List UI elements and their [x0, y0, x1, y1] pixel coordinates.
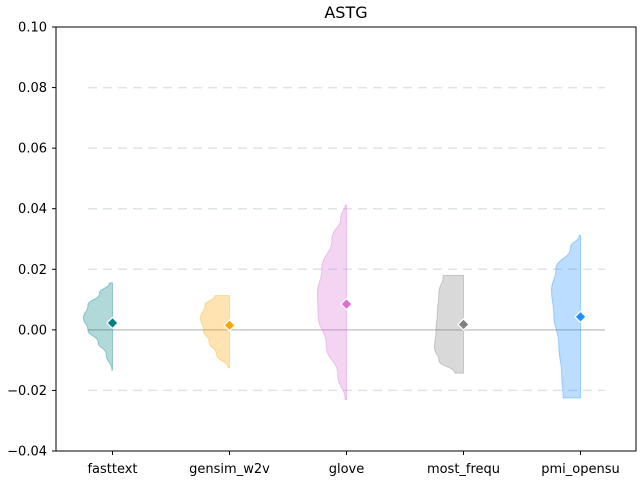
violin-fasttext	[82, 282, 113, 371]
y-tick-label: 0.06	[18, 142, 47, 157]
y-tick-label: −0.02	[7, 384, 47, 399]
violin-pmi_opensu	[550, 234, 581, 399]
violin-most_frequ	[433, 274, 464, 374]
y-tick-label: 0.08	[18, 81, 47, 96]
violin-glove	[316, 204, 347, 401]
x-tick-label: fasttext	[87, 462, 137, 477]
violin-gensim_w2v	[199, 295, 230, 369]
mean-marker-most_frequ	[457, 318, 470, 331]
y-tick-label: 0.00	[18, 323, 47, 338]
x-tick-label: pmi_opensu	[541, 462, 619, 477]
mean-marker-pmi_opensu	[574, 310, 587, 324]
mean-marker-glove	[340, 297, 353, 311]
x-tick-label: most_frequ	[427, 462, 500, 477]
mean-marker-fasttext	[106, 316, 119, 330]
grid-layer	[88, 86, 605, 392]
violin-layer	[82, 204, 581, 401]
y-axis: −0.04 −0.02 0.00 0.02 0.04 0.06 0.08 0.10	[7, 21, 56, 460]
y-tick-label: −0.04	[7, 445, 47, 460]
x-tick-label: gensim_w2v	[189, 462, 270, 477]
y-tick-label: 0.02	[18, 263, 47, 278]
mean-marker-layer	[106, 297, 587, 332]
x-tick-label: glove	[329, 462, 365, 477]
y-tick-label: 0.10	[18, 21, 47, 36]
mean-marker-gensim_w2v	[223, 318, 236, 332]
y-tick-label: 0.04	[18, 202, 47, 217]
chart-title: ASTG	[324, 3, 367, 22]
x-axis: fasttext gensim_w2v glove most_frequ pmi_ope…	[87, 451, 620, 477]
